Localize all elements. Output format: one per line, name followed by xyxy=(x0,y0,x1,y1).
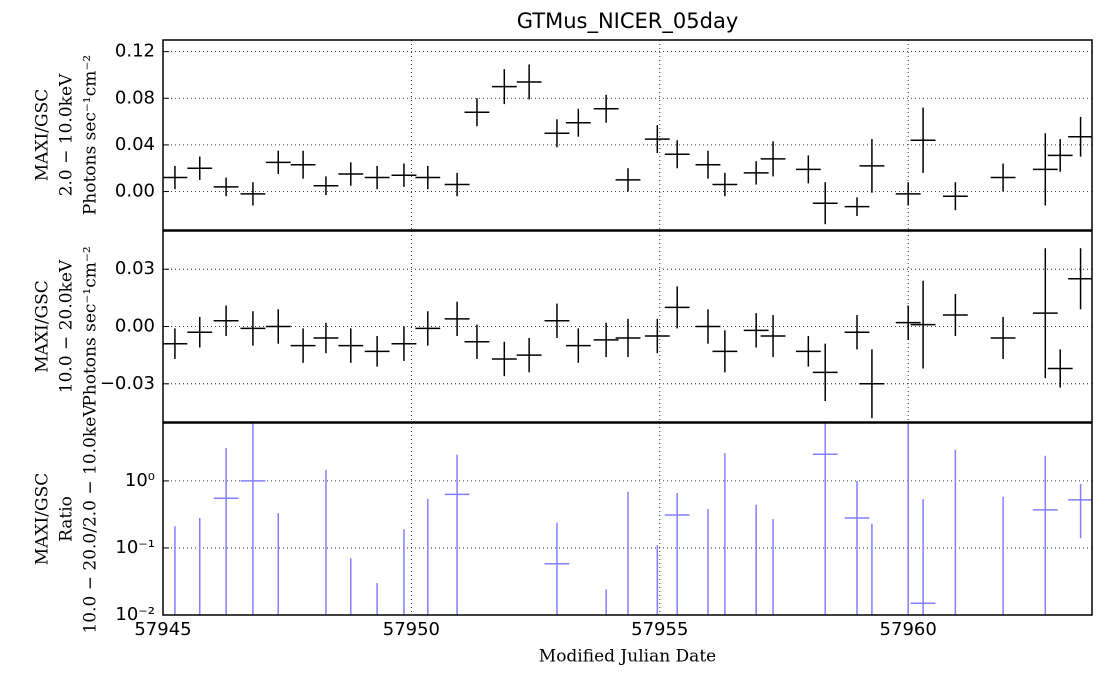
y-axis-label: 10.0 − 20.0/2.0 − 10.0keV xyxy=(81,404,101,634)
x-tick-label: 57945 xyxy=(134,619,191,640)
y-tick-label: −0.03 xyxy=(100,373,155,394)
y-tick-label: 10⁰ xyxy=(125,470,155,491)
y-axis-label: 10.0 − 20.0keV xyxy=(57,259,77,393)
plot-frame xyxy=(162,230,1093,423)
data-layer xyxy=(163,64,1092,225)
y-tick-label: 0.08 xyxy=(115,87,155,108)
y-axis-label: MAXI/GSC xyxy=(33,89,53,181)
y-tick-label: 10⁻² xyxy=(115,604,155,625)
y-axis-label: Photons sec⁻¹cm⁻² xyxy=(81,55,101,215)
x-tick-label: 57955 xyxy=(631,619,688,640)
y-tick-label: 0.04 xyxy=(115,134,155,155)
y-axis-label: Photons sec⁻¹cm⁻² xyxy=(81,246,101,406)
x-tick-label: 57950 xyxy=(383,619,440,640)
y-axis-label: MAXI/GSC xyxy=(33,280,53,372)
plot-frame xyxy=(162,39,1093,231)
data-layer xyxy=(174,423,1092,615)
plot-frame xyxy=(162,422,1093,616)
y-axis-label: 2.0 − 10.0keV xyxy=(57,73,77,196)
y-tick-label: 10⁻¹ xyxy=(115,537,155,558)
y-tick-label: 0.00 xyxy=(115,316,155,337)
y-tick-label: 0.03 xyxy=(115,258,155,279)
y-tick-label: 0.12 xyxy=(115,41,155,62)
y-axis-label: MAXI/GSC xyxy=(33,473,53,565)
x-tick-label: 57960 xyxy=(880,619,937,640)
data-layer xyxy=(163,248,1092,419)
y-axis-label: Ratio xyxy=(57,496,77,542)
chart-title: GTMus_NICER_05day xyxy=(517,9,739,34)
y-tick-label: 0.00 xyxy=(115,181,155,202)
x-axis-label: Modified Julian Date xyxy=(539,647,716,667)
